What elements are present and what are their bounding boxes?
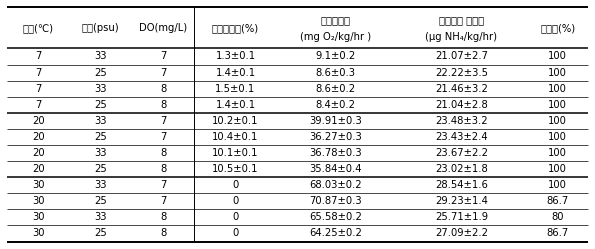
Text: 10.2±0.1: 10.2±0.1	[212, 116, 259, 126]
Text: 8: 8	[160, 100, 166, 110]
Text: 33: 33	[95, 148, 107, 158]
Text: 8: 8	[160, 212, 166, 222]
Text: 68.03±0.2: 68.03±0.2	[309, 180, 362, 190]
Text: 33: 33	[95, 212, 107, 222]
Text: 7: 7	[35, 67, 42, 78]
Text: 25: 25	[95, 229, 107, 239]
Text: 21.04±2.8: 21.04±2.8	[435, 100, 488, 110]
Text: 수온(℃): 수온(℃)	[23, 23, 54, 33]
Text: 100: 100	[549, 180, 567, 190]
Text: 23.02±1.8: 23.02±1.8	[435, 164, 488, 174]
Text: 8: 8	[160, 164, 166, 174]
Text: (mg O₂/kg/hr ): (mg O₂/kg/hr )	[300, 32, 371, 42]
Text: 0: 0	[233, 196, 239, 206]
Text: 100: 100	[549, 148, 567, 158]
Text: 8.4±0.2: 8.4±0.2	[316, 100, 356, 110]
Text: 사료섭취율(%): 사료섭취율(%)	[212, 23, 259, 33]
Text: DO(mg/L): DO(mg/L)	[139, 23, 187, 33]
Text: 20: 20	[32, 116, 45, 126]
Text: 70.87±0.3: 70.87±0.3	[309, 196, 362, 206]
Text: 8: 8	[160, 148, 166, 158]
Text: 20: 20	[32, 164, 45, 174]
Text: 86.7: 86.7	[547, 196, 569, 206]
Text: 30: 30	[32, 229, 45, 239]
Text: 10.5±0.1: 10.5±0.1	[212, 164, 259, 174]
Text: 7: 7	[160, 196, 166, 206]
Text: 33: 33	[95, 180, 107, 190]
Text: 9.1±0.2: 9.1±0.2	[316, 52, 356, 62]
Text: 100: 100	[549, 67, 567, 78]
Text: 1.3±0.1: 1.3±0.1	[215, 52, 255, 62]
Text: 21.07±2.7: 21.07±2.7	[435, 52, 488, 62]
Text: 0: 0	[233, 212, 239, 222]
Text: 25.71±1.9: 25.71±1.9	[435, 212, 488, 222]
Text: 생존율(%): 생존율(%)	[540, 23, 575, 33]
Text: (μg NH₄/kg/hr): (μg NH₄/kg/hr)	[425, 32, 497, 42]
Text: 100: 100	[549, 100, 567, 110]
Text: 7: 7	[160, 116, 166, 126]
Text: 10.1±0.1: 10.1±0.1	[212, 148, 259, 158]
Text: 100: 100	[549, 84, 567, 94]
Text: 36.78±0.3: 36.78±0.3	[309, 148, 362, 158]
Text: 30: 30	[32, 212, 45, 222]
Text: 7: 7	[160, 132, 166, 142]
Text: 7: 7	[35, 84, 42, 94]
Text: 21.46±3.2: 21.46±3.2	[435, 84, 488, 94]
Text: 1.5±0.1: 1.5±0.1	[215, 84, 256, 94]
Text: 7: 7	[160, 180, 166, 190]
Text: 8: 8	[160, 229, 166, 239]
Text: 염분(psu): 염분(psu)	[82, 23, 120, 33]
Text: 30: 30	[32, 196, 45, 206]
Text: 100: 100	[549, 52, 567, 62]
Text: 35.84±0.4: 35.84±0.4	[309, 164, 362, 174]
Text: 100: 100	[549, 132, 567, 142]
Text: 39.91±0.3: 39.91±0.3	[309, 116, 362, 126]
Text: 8.6±0.3: 8.6±0.3	[316, 67, 356, 78]
Text: 7: 7	[160, 67, 166, 78]
Text: 7: 7	[35, 52, 42, 62]
Text: 1.4±0.1: 1.4±0.1	[215, 67, 255, 78]
Text: 0: 0	[233, 229, 239, 239]
Text: 1.4±0.1: 1.4±0.1	[215, 100, 255, 110]
Text: 7: 7	[35, 100, 42, 110]
Text: 33: 33	[95, 84, 107, 94]
Text: 암모니아 배설량: 암모니아 배설량	[439, 16, 484, 26]
Text: 30: 30	[32, 180, 45, 190]
Text: 28.54±1.6: 28.54±1.6	[435, 180, 488, 190]
Text: 산소소비량: 산소소비량	[321, 16, 351, 26]
Text: 20: 20	[32, 148, 45, 158]
Text: 36.27±0.3: 36.27±0.3	[309, 132, 362, 142]
Text: 27.09±2.2: 27.09±2.2	[435, 229, 488, 239]
Text: 33: 33	[95, 116, 107, 126]
Text: 29.23±1.4: 29.23±1.4	[435, 196, 488, 206]
Text: 25: 25	[95, 196, 107, 206]
Text: 8: 8	[160, 84, 166, 94]
Text: 80: 80	[552, 212, 564, 222]
Text: 10.4±0.1: 10.4±0.1	[212, 132, 259, 142]
Text: 7: 7	[160, 52, 166, 62]
Text: 23.43±2.4: 23.43±2.4	[435, 132, 488, 142]
Text: 25: 25	[95, 132, 107, 142]
Text: 20: 20	[32, 132, 45, 142]
Text: 25: 25	[95, 67, 107, 78]
Text: 0: 0	[233, 180, 239, 190]
Text: 64.25±0.2: 64.25±0.2	[309, 229, 362, 239]
Text: 23.48±3.2: 23.48±3.2	[435, 116, 488, 126]
Text: 23.67±2.2: 23.67±2.2	[435, 148, 488, 158]
Text: 8.6±0.2: 8.6±0.2	[316, 84, 356, 94]
Text: 22.22±3.5: 22.22±3.5	[435, 67, 488, 78]
Text: 100: 100	[549, 164, 567, 174]
Text: 25: 25	[95, 100, 107, 110]
Text: 100: 100	[549, 116, 567, 126]
Text: 25: 25	[95, 164, 107, 174]
Text: 33: 33	[95, 52, 107, 62]
Text: 86.7: 86.7	[547, 229, 569, 239]
Text: 65.58±0.2: 65.58±0.2	[309, 212, 362, 222]
